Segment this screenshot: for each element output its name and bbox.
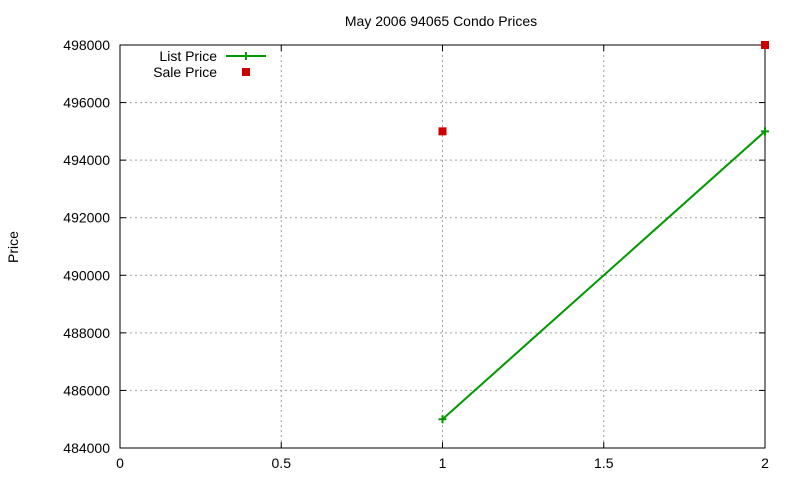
- axis-ticks: 0 0.5 1 1.5 2 484000 486000 488000 490000 492000 4…: [63, 37, 769, 471]
- sale-price-point: [438, 127, 447, 136]
- y-tick-label: 490000: [63, 267, 110, 283]
- chart-title: May 2006 94065 Condo Prices: [345, 13, 537, 29]
- y-tick-label: 484000: [63, 440, 110, 456]
- legend-marker-list-price: [242, 52, 250, 60]
- x-tick-label: 0: [116, 455, 124, 471]
- list-price-point: [438, 415, 447, 424]
- legend-marker-sale-price: [242, 68, 250, 76]
- y-tick-label: 492000: [63, 210, 110, 226]
- x-tick-label: 0.5: [272, 455, 292, 471]
- x-tick-label: 2: [761, 455, 769, 471]
- list-price-line: [441, 130, 766, 420]
- x-tick-label: 1.5: [594, 455, 614, 471]
- legend-label-list-price: List Price: [159, 48, 217, 64]
- x-tick-label: 1: [439, 455, 447, 471]
- list-price-point: [761, 127, 769, 136]
- data-series: [438, 41, 769, 424]
- y-tick-label: 496000: [63, 95, 110, 111]
- sale-price-point: [761, 41, 769, 49]
- y-axis-label: Price: [5, 231, 21, 263]
- y-tick-label: 488000: [63, 325, 110, 341]
- y-tick-label: 486000: [63, 382, 110, 398]
- y-tick-label: 498000: [63, 37, 110, 53]
- y-tick-label: 494000: [63, 152, 110, 168]
- legend-label-sale-price: Sale Price: [153, 64, 217, 80]
- grid-lines: [120, 45, 765, 448]
